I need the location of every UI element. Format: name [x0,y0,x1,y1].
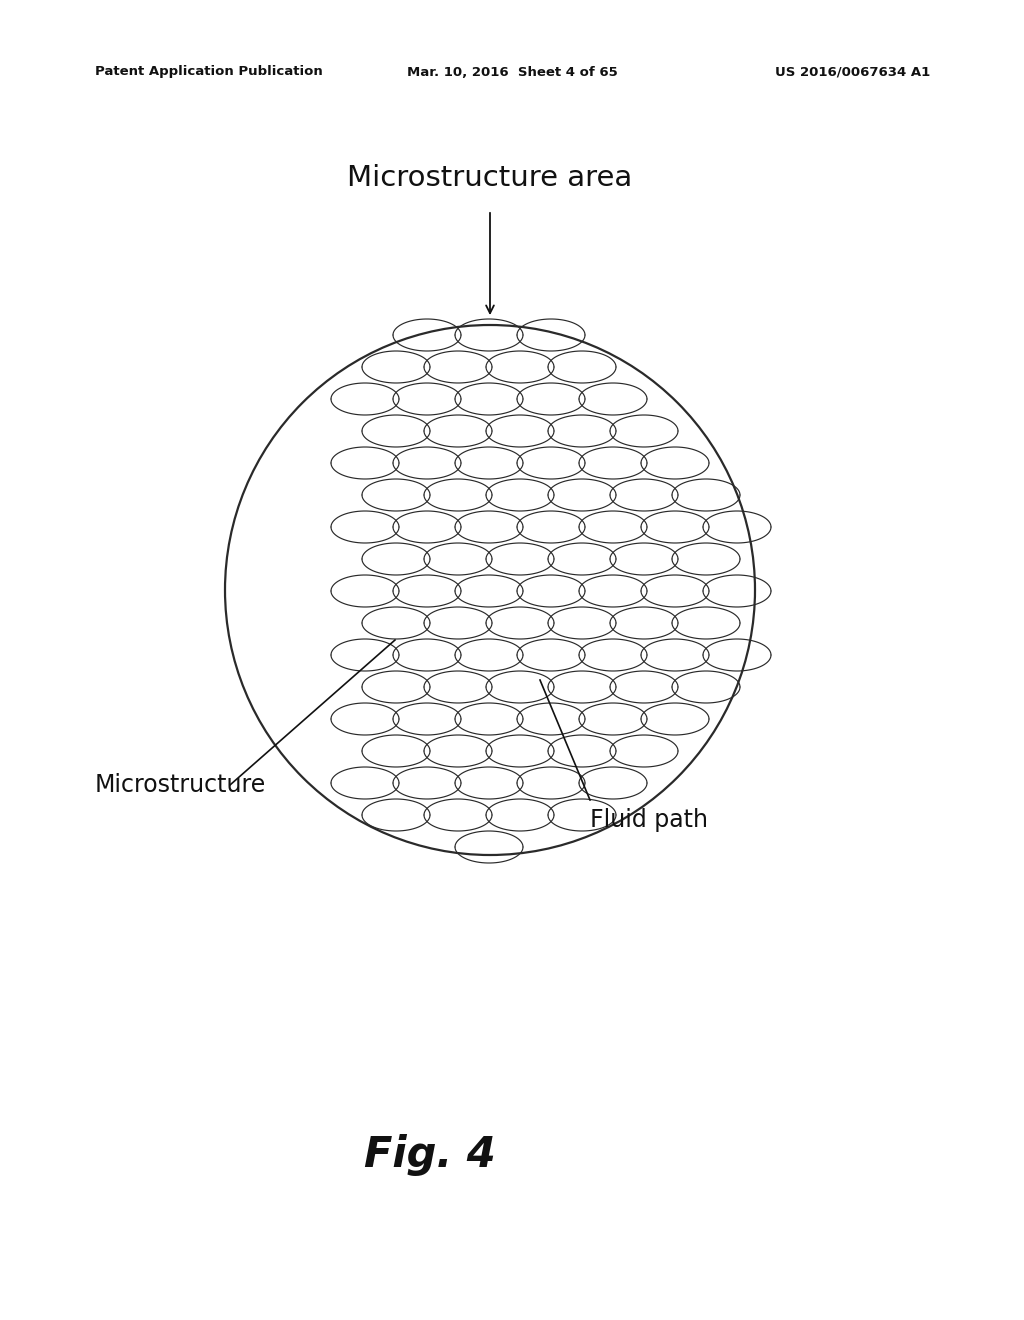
Text: Mar. 10, 2016  Sheet 4 of 65: Mar. 10, 2016 Sheet 4 of 65 [407,66,617,78]
Text: Microstructure area: Microstructure area [347,164,633,191]
Text: Fluid path: Fluid path [590,808,708,832]
Text: Fig. 4: Fig. 4 [365,1134,496,1176]
Text: Microstructure: Microstructure [95,774,266,797]
Text: US 2016/0067634 A1: US 2016/0067634 A1 [775,66,930,78]
Text: Patent Application Publication: Patent Application Publication [95,66,323,78]
